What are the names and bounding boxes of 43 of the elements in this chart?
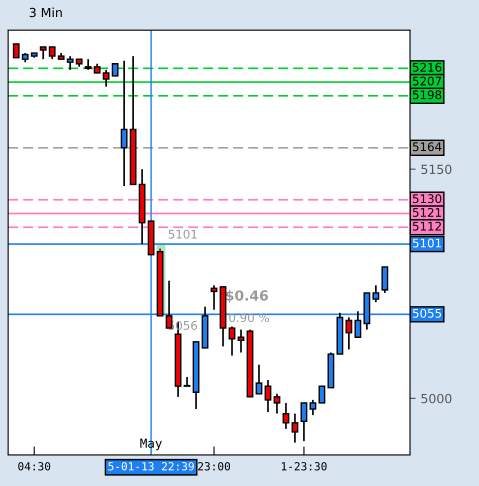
annotation: 5101 xyxy=(168,230,197,239)
candlestick xyxy=(345,316,352,350)
ref-line-label: 5121 xyxy=(412,208,441,217)
candlestick xyxy=(84,58,92,71)
candlestick xyxy=(282,402,290,430)
candlestick xyxy=(256,364,262,395)
candlestick xyxy=(318,385,326,404)
ref-line-label: 5198 xyxy=(412,90,442,100)
x-tick-label: 23:00 xyxy=(198,462,230,470)
candlestick xyxy=(66,55,74,71)
y-tick-label: 5000 xyxy=(421,394,452,404)
ref-line-label: 5216 xyxy=(412,62,442,72)
candlestick xyxy=(94,62,101,74)
candlestick xyxy=(48,46,56,60)
candlestick xyxy=(238,328,244,354)
candlestick xyxy=(40,46,47,60)
x-tick-label: 5-01-13 22:39 xyxy=(108,462,194,470)
chart-title: 3 Min xyxy=(30,8,62,18)
candlestick xyxy=(264,379,272,413)
ref-line-label: 5130 xyxy=(412,194,442,204)
ref-line-label: 5101 xyxy=(412,238,441,248)
candlestick xyxy=(120,60,128,187)
annotation: 0.90 % xyxy=(229,313,270,322)
candlestick xyxy=(12,43,20,58)
x-tick-label: 04:30 xyxy=(18,462,50,470)
candlestick xyxy=(210,284,218,311)
candlestick xyxy=(112,63,119,77)
candlestick xyxy=(381,266,388,294)
candlestick xyxy=(372,284,380,303)
ref-line-label: 5164 xyxy=(412,142,442,152)
ref-line-label: 5207 xyxy=(412,76,442,86)
x-tick-label: 1-23:30 xyxy=(282,462,327,470)
ref-line-label: 5112 xyxy=(412,222,441,231)
candlestick xyxy=(184,376,190,387)
candlestick xyxy=(292,412,298,444)
candlestick xyxy=(274,392,280,414)
candlestick xyxy=(22,52,29,64)
candlestick xyxy=(102,69,110,88)
ref-line-label: 5055 xyxy=(412,308,442,318)
candlestick xyxy=(228,326,236,356)
candlestick xyxy=(310,399,316,416)
y-tick-label: 5150 xyxy=(421,164,452,174)
candlestick xyxy=(300,402,308,442)
